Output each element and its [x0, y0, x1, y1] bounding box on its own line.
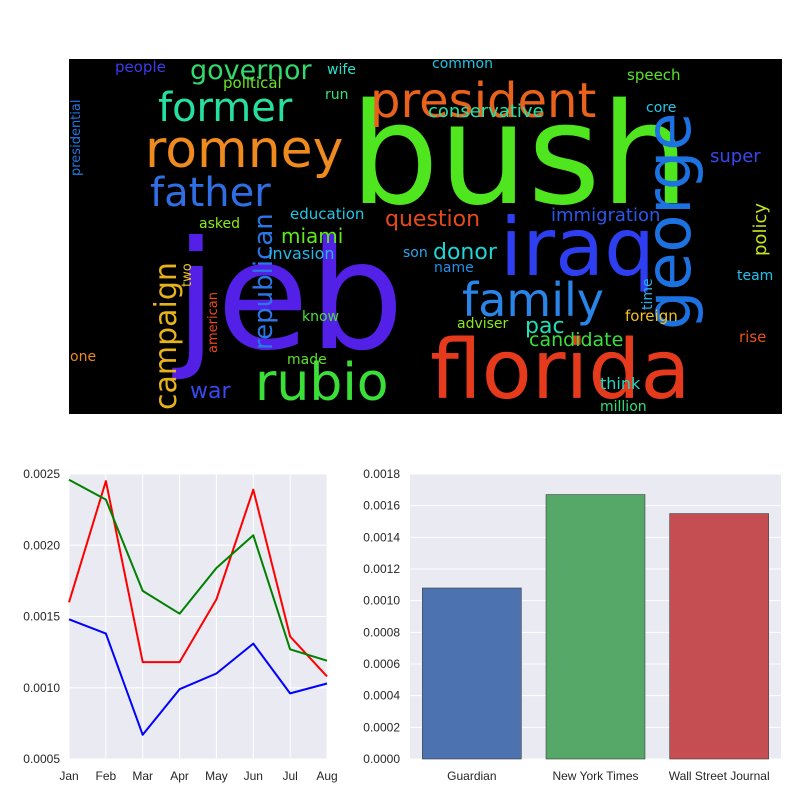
word-political: political — [223, 74, 282, 92]
bar-y-tick-label: 0.0008 — [363, 625, 400, 639]
bar-wall-street-journal — [669, 513, 769, 760]
word-american: american — [206, 292, 221, 353]
line-x-tick-label: May — [205, 769, 228, 783]
word-core: core — [646, 100, 676, 116]
word-iraq: iraq — [500, 201, 655, 294]
line-y-tick-label: 0.0005 — [23, 752, 60, 766]
word-miami: miami — [281, 224, 343, 248]
word-pac: pac — [525, 314, 565, 339]
line-series-2 — [68, 478, 328, 662]
word-made: made — [287, 352, 327, 368]
word-name: name — [434, 260, 474, 276]
word-rubio: rubio — [255, 353, 389, 413]
word-adviser: adviser — [457, 316, 509, 332]
word-asked: asked — [199, 216, 240, 232]
word-know: know — [302, 309, 339, 325]
word-time: time — [640, 278, 656, 310]
bar-y-tick-label: 0.0016 — [363, 499, 400, 513]
word-team: team — [737, 268, 773, 284]
word-son: son — [403, 245, 428, 261]
line-x-tick-label: Jan — [59, 769, 78, 783]
newspaper-bar-chart: 0.0000 0.0002 0.0004 0.0006 0.0008 0.0010 0.00… — [363, 467, 781, 783]
bar-y-tick-label: 0.0010 — [363, 594, 400, 608]
word-george: george — [632, 113, 705, 330]
bar-y-tick-label: 0.0000 — [363, 752, 400, 766]
word-super: super — [710, 146, 761, 167]
word-two: two — [180, 263, 195, 287]
word-education: education — [290, 205, 364, 223]
word-think: think — [600, 374, 641, 393]
line-x-tick-label: Aug — [316, 769, 337, 783]
word-father: father — [150, 170, 271, 216]
line-series-3 — [68, 618, 328, 736]
bar-x-tick-label: New York Times — [552, 769, 638, 783]
word-question: question — [385, 207, 480, 232]
word-million: million — [600, 399, 647, 414]
bar-y-tick-label: 0.0012 — [363, 562, 400, 576]
word-governor: governor — [190, 59, 313, 86]
monthly-line-chart: 0.0005 0.0010 0.0015 0.0020 0.0025 Jan Feb Mar A… — [23, 467, 337, 783]
word-people: people — [115, 59, 166, 76]
bar-y-tick-label: 0.0002 — [363, 720, 400, 734]
bar-y-tick-label: 0.0014 — [363, 530, 400, 544]
word-family: family — [462, 273, 604, 327]
word-conservative: conservative — [428, 101, 544, 122]
word-invasion: invasion — [268, 244, 335, 263]
word-one: one — [70, 349, 96, 365]
word-republican: republican — [249, 213, 279, 350]
word-rise: rise — [739, 328, 766, 346]
word-former: former — [158, 85, 293, 131]
word-candidate: candidate — [529, 329, 623, 351]
bar-y-tick-label: 0.0018 — [363, 467, 400, 481]
line-x-tick-label: Jun — [244, 769, 263, 783]
word-campaign: campaign — [149, 262, 184, 410]
word-bush: bush — [350, 74, 689, 237]
word-jeb: jeb — [172, 210, 404, 384]
bar-new-york-times — [545, 494, 646, 760]
word-florida: florida — [430, 323, 691, 414]
word-foreign: foreign — [625, 307, 678, 325]
word-wife: wife — [327, 62, 356, 78]
line-series-1 — [68, 480, 328, 678]
word-donor: donor — [433, 240, 498, 265]
bar-x-tick-label: Wall Street Journal — [669, 769, 770, 783]
bar-x-tick-label: Guardian — [447, 769, 496, 783]
word-policy: policy — [750, 203, 771, 256]
word-common: common — [432, 59, 493, 72]
line-y-tick-label: 0.0015 — [23, 610, 60, 624]
line-x-tick-label: Apr — [170, 769, 189, 783]
bar-y-tick-label: 0.0006 — [363, 657, 400, 671]
word-war: war — [190, 379, 231, 404]
line-y-tick-label: 0.0010 — [23, 681, 60, 695]
word-immigration: immigration — [551, 205, 660, 226]
word-president: president — [370, 73, 596, 129]
word-presidential: presidential — [69, 100, 84, 176]
word-brother: brother — [69, 154, 82, 412]
word-cloud: bush jeb florida brother iraq george romney rub… — [69, 59, 782, 414]
line-y-tick-label: 0.0025 — [23, 467, 60, 481]
word-speech: speech — [627, 66, 681, 84]
word-romney: romney — [145, 120, 343, 180]
line-y-tick-label: 0.0020 — [23, 538, 60, 552]
line-x-tick-label: Mar — [132, 769, 153, 783]
bar-y-tick-label: 0.0004 — [363, 689, 400, 703]
word-run: run — [325, 87, 349, 103]
line-x-tick-label: Feb — [96, 769, 117, 783]
line-x-tick-label: Jul — [282, 769, 297, 783]
bar-guardian — [422, 587, 522, 760]
